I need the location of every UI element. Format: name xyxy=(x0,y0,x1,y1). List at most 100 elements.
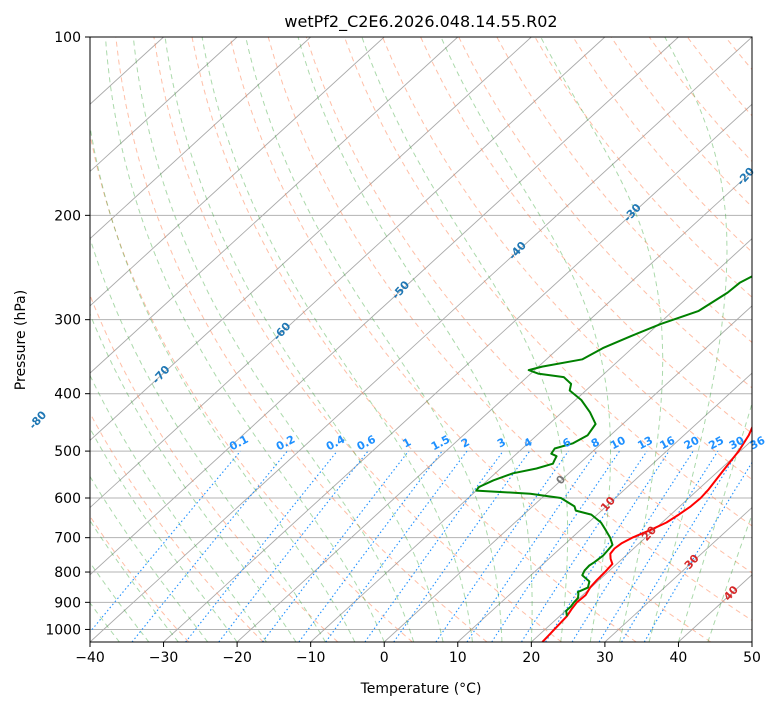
mixing-ratio-line xyxy=(393,450,531,642)
moist-adiabat-line xyxy=(132,37,415,642)
x-tick-label: 50 xyxy=(743,650,761,666)
x-tick-label: 0 xyxy=(380,650,389,666)
dry-adiabat-line xyxy=(305,37,752,574)
moist-adiabat-line xyxy=(105,37,385,642)
mixing-ratio-label: 25 xyxy=(706,434,726,453)
x-tick-label: −20 xyxy=(222,650,252,666)
mixing-ratio-line xyxy=(545,450,670,642)
moist-adiabat-line xyxy=(245,37,503,642)
dry-adiabat-line xyxy=(764,37,775,642)
moist-adiabat-line xyxy=(164,37,444,642)
mixing-ratio-line xyxy=(435,450,569,642)
isotherm-line xyxy=(457,372,752,642)
isotherm-line xyxy=(531,439,752,642)
y-axis-ticks: 100 200 300 400 500 600 700 800 900 1000 xyxy=(45,30,90,638)
mixing-ratio-label: 20 xyxy=(682,434,702,453)
moist-adiabat-line xyxy=(90,123,356,642)
mixing-ratio-line xyxy=(621,450,739,642)
x-tick-label: 20 xyxy=(522,650,540,666)
moist-adiabat-line xyxy=(90,475,209,642)
mixing-ratio-label: 16 xyxy=(658,434,678,453)
moist-adiabat-line xyxy=(90,374,267,642)
mixing-ratio-line xyxy=(90,450,241,633)
mixing-ratio-line xyxy=(491,450,621,642)
y-tick-label: 100 xyxy=(54,30,81,46)
chart-title: wetPf2_C2E6.2026.048.14.55.R02 xyxy=(284,12,557,32)
dry-adiabat-line xyxy=(90,131,413,642)
moist-adiabat-line xyxy=(648,37,728,642)
x-tick-label: −30 xyxy=(149,650,179,666)
y-tick-label: 600 xyxy=(54,491,81,507)
temperature-profile-line xyxy=(541,425,752,642)
mixing-ratio-label: 36 xyxy=(748,434,768,453)
moist-adiabat-line xyxy=(677,401,752,642)
x-tick-label: 40 xyxy=(670,650,688,666)
mixing-ratio-line xyxy=(131,450,288,642)
mixing-ratio-line xyxy=(262,450,409,642)
isotherm-line xyxy=(90,37,459,374)
moist-adiabat-line xyxy=(201,37,473,642)
dry-adiabat-line xyxy=(90,412,264,642)
plot-frame xyxy=(89,36,753,643)
isotherm-label: -80 xyxy=(26,408,49,432)
y-tick-label: 400 xyxy=(54,387,81,403)
dry-adiabat-line xyxy=(343,37,752,527)
background-lines xyxy=(90,37,775,642)
isotherm-line xyxy=(310,238,752,642)
mixing-ratio-label: 30 xyxy=(727,434,747,453)
isotherm-line xyxy=(383,305,752,642)
isotherm-line xyxy=(163,103,752,642)
isotherm-line xyxy=(90,37,311,240)
isotherm-line xyxy=(604,506,752,642)
dry-adiabat-line xyxy=(267,37,752,622)
moist-adiabat-line xyxy=(440,37,611,642)
mixing-ratio-line xyxy=(185,450,338,642)
dry-adiabat-line xyxy=(153,37,562,642)
moist-adiabat-line xyxy=(90,427,238,642)
isotherm-line xyxy=(90,37,385,307)
mixing-ratio-label: 13 xyxy=(635,434,655,453)
y-tick-label: 1000 xyxy=(45,622,81,638)
x-tick-label: 10 xyxy=(449,650,467,666)
isotherm-line xyxy=(90,37,238,173)
dry-adiabat-line xyxy=(458,37,752,389)
y-axis-label: Pressure (hPa) xyxy=(13,290,29,390)
moist-adiabat-line xyxy=(90,236,326,642)
mixing-ratio-line xyxy=(521,450,648,642)
y-tick-label: 200 xyxy=(54,208,81,224)
dry-adiabat-line xyxy=(229,37,712,642)
y-tick-label: 300 xyxy=(54,313,81,329)
dry-adiabat-line xyxy=(191,37,637,642)
y-tick-label: 700 xyxy=(54,531,81,547)
isotherm-line xyxy=(90,37,679,576)
x-axis-ticks: −40 −30 −20 −10 0 10 20 30 40 50 xyxy=(75,642,761,666)
sounding-profiles xyxy=(475,275,752,642)
moist-adiabat-line xyxy=(90,312,297,642)
dry-adiabat-line xyxy=(115,37,488,642)
x-tick-label: −40 xyxy=(75,650,105,666)
mixing-ratio-line xyxy=(364,450,504,642)
mixing-ratio-line xyxy=(571,450,694,642)
dry-adiabat-line xyxy=(90,293,339,642)
x-axis-label: Temperature (°C) xyxy=(360,681,482,697)
y-tick-label: 500 xyxy=(54,444,81,460)
moist-adiabat-line xyxy=(361,37,569,642)
x-tick-label: −10 xyxy=(296,650,326,666)
mixing-ratio-line xyxy=(598,450,719,642)
mixing-ratio-label: 10 xyxy=(608,433,628,452)
y-tick-label: 900 xyxy=(54,595,81,611)
mixing-ratio-line xyxy=(466,450,598,642)
isotherm-line xyxy=(751,641,752,642)
isotherm-line xyxy=(90,37,752,642)
isotherm-line xyxy=(90,37,532,441)
isotherm-line xyxy=(90,37,606,509)
dry-adiabat-line xyxy=(496,37,752,344)
mixing-ratio-line xyxy=(298,450,443,642)
moist-adiabat-line xyxy=(297,37,533,642)
y-tick-label: 800 xyxy=(54,565,81,581)
dewpoint-profile-line xyxy=(475,275,752,617)
x-tick-label: 30 xyxy=(596,650,614,666)
mixing-ratio-line xyxy=(325,450,468,642)
isotherm-line xyxy=(236,170,752,642)
